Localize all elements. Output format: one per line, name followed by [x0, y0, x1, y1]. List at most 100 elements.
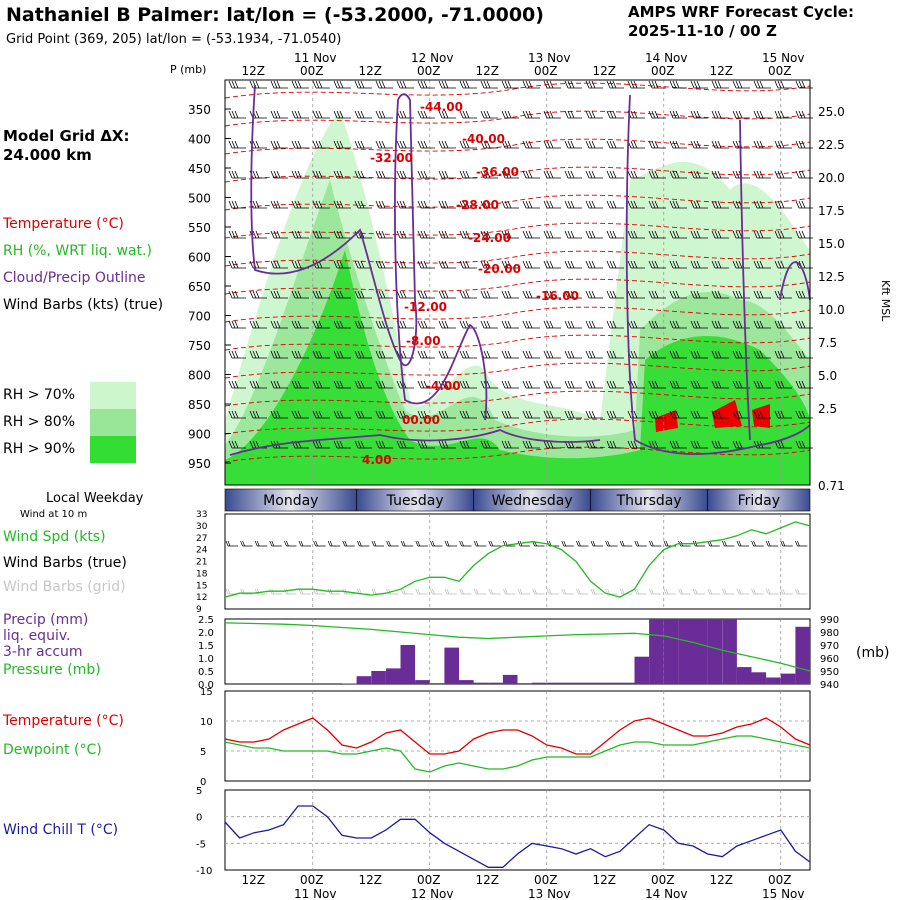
bottom-hour-label: 12Z: [710, 873, 734, 887]
weekday-label-thursday: Thursday: [616, 493, 682, 509]
wind-barb: [774, 290, 792, 299]
bottom-hour-label: 12Z: [476, 873, 500, 887]
wind-barb-true: [284, 540, 297, 547]
wind-barb-true: [240, 540, 253, 547]
wind-barb: [669, 410, 687, 419]
wind-barb: [459, 170, 477, 179]
wind-barb: [564, 110, 582, 119]
wind-barb-true: [795, 540, 808, 547]
wind-barb: [564, 170, 582, 179]
wind-barb: [354, 80, 372, 89]
wind-barb-grid: [561, 588, 574, 595]
wind-barb: [312, 140, 330, 149]
wind-tick-label: 30: [196, 522, 208, 532]
wind-barb: [228, 140, 246, 149]
wind-barb: [333, 80, 351, 89]
wind-barb: [438, 170, 456, 179]
pressure-axis-title: P (mb): [170, 63, 206, 76]
wind-barb-true: [313, 540, 326, 547]
wind-barb: [774, 170, 792, 179]
wind-barb: [669, 200, 687, 209]
bottom-hour-label: 00Z: [651, 873, 675, 887]
bottom-hour-label: 12Z: [593, 873, 617, 887]
height-tick-label: 25.0: [818, 105, 845, 119]
wind-barb: [606, 140, 624, 149]
wind-tick-label: 15: [196, 581, 207, 591]
wind-barb-true: [400, 540, 414, 547]
wind-barb: [417, 290, 435, 299]
wind-barb: [732, 80, 750, 89]
wind-barb: [459, 110, 477, 119]
wind-barb-true: [371, 540, 384, 547]
wind-barb: [564, 230, 582, 239]
temperature-contour: [224, 390, 811, 407]
wind-barb: [669, 80, 687, 89]
cloud-outline: [739, 119, 751, 441]
wind-barb: [228, 80, 246, 89]
wind-barb: [648, 80, 666, 89]
wind-barb-true: [736, 540, 749, 547]
wind-barb: [354, 380, 372, 389]
wind-barb: [396, 140, 414, 149]
wind-barb: [459, 290, 477, 299]
wind-barb: [732, 350, 750, 359]
wind-barb: [690, 80, 708, 89]
precip-label-2: liq. equiv.: [3, 628, 71, 644]
wind-barb: [690, 140, 708, 149]
temperature-contour: [224, 306, 811, 323]
pressure-label: Pressure (mb): [3, 662, 101, 678]
wind-barb: [627, 80, 645, 89]
wind-barb: [585, 110, 603, 119]
wind-barb: [648, 290, 666, 299]
wind-barb: [228, 440, 246, 449]
wind-barb: [438, 350, 456, 359]
wind-barb: [396, 260, 414, 269]
wind-tick-label: 18: [196, 569, 208, 579]
wind-barb: [543, 110, 561, 119]
precip-bar: [546, 682, 562, 684]
wind-barb: [774, 110, 792, 119]
wind-barb: [564, 200, 582, 209]
model-grid-label: Model Grid ΔX:: [3, 127, 130, 145]
wind-barb: [438, 80, 456, 89]
wind-barb: [753, 140, 771, 149]
wind-barb: [522, 350, 540, 359]
wind-barb-grid: [532, 588, 545, 595]
wind-barb: [648, 380, 666, 389]
wind-barb: [249, 380, 267, 389]
temperature-label: Temperature (°C): [3, 713, 124, 729]
cloud-outline: [229, 429, 601, 456]
wind-barb: [732, 200, 750, 209]
wind-barb: [795, 140, 813, 149]
wind-barb: [648, 410, 666, 419]
wind-barb: [333, 230, 351, 239]
wind-barb: [627, 200, 645, 209]
wind-barb: [396, 290, 414, 299]
wind-barb: [291, 230, 309, 239]
bottom-hour-label: 00Z: [417, 873, 441, 887]
pressure-tick-label: 650: [188, 280, 211, 294]
top-date-label: 14 Nov: [645, 51, 688, 65]
wind-barb: [333, 440, 351, 449]
wind-barb: [753, 290, 771, 299]
pressure-tick-label: 950: [820, 667, 839, 678]
temperature-contour: [224, 194, 811, 211]
wind-barb: [396, 380, 414, 389]
wind-barb: [417, 230, 435, 239]
wind-barb: [522, 140, 540, 149]
precip-bar: [532, 682, 547, 684]
wind-barb: [375, 440, 393, 449]
wind-barb: [585, 200, 603, 209]
wind-barb: [522, 200, 540, 209]
wind-barb: [690, 290, 708, 299]
wind-barb: [438, 440, 456, 449]
wind-barb: [711, 230, 729, 239]
wind-barb: [627, 230, 645, 239]
wind-barb: [459, 80, 477, 89]
height-tick-label: 7.5: [818, 336, 837, 350]
wind-barb: [543, 140, 561, 149]
wind-barb: [795, 260, 813, 269]
wind-barb: [354, 140, 372, 149]
wind-barb: [396, 170, 414, 179]
wind-barb-true: [357, 540, 370, 547]
